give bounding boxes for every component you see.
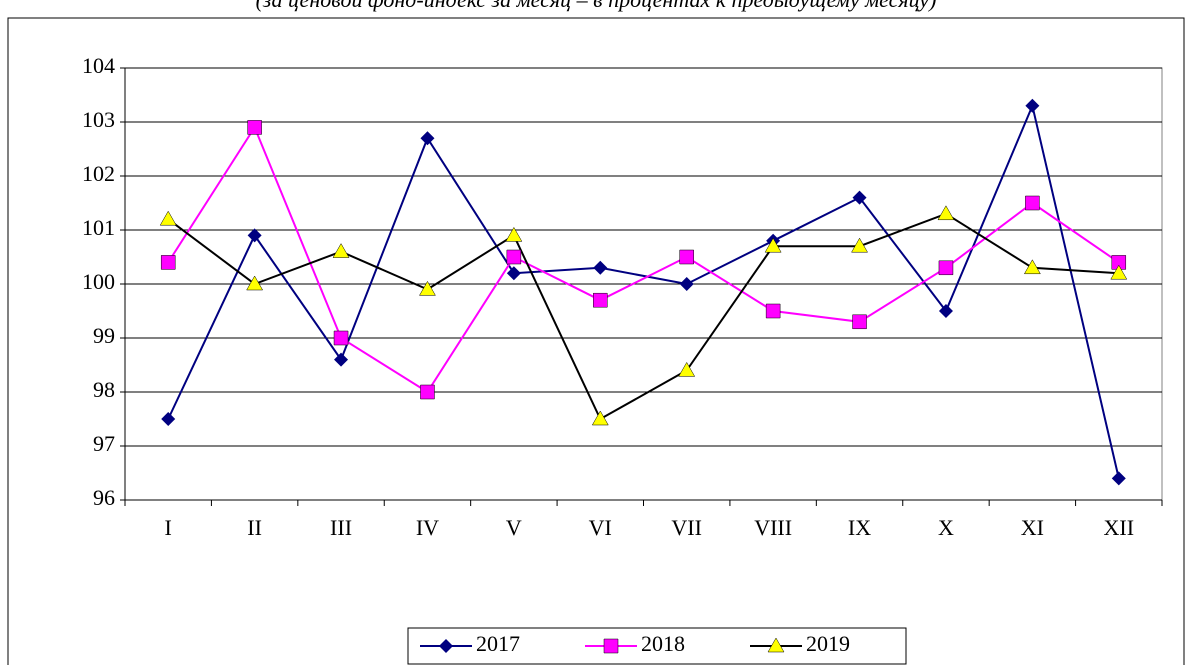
- x-tick-label: IV: [416, 515, 439, 540]
- x-tick-label: III: [330, 515, 352, 540]
- y-tick-label: 96: [93, 485, 115, 510]
- legend-marker: [767, 637, 785, 653]
- y-tick-label: 101: [82, 215, 115, 240]
- x-tick-label: XI: [1021, 515, 1044, 540]
- data-point: [333, 330, 349, 346]
- data-point: [852, 190, 867, 205]
- data-point: [419, 280, 436, 296]
- series-line: [167, 102, 1120, 479]
- x-tick-label: VII: [671, 515, 702, 540]
- data-point: [1110, 264, 1128, 280]
- data-point: [505, 226, 523, 242]
- data-point: [1023, 259, 1041, 275]
- data-point: [764, 237, 782, 253]
- chart-subtitle: (за ценовой фонд-индекс за месяц – в про…: [256, 0, 937, 12]
- data-point: [1025, 195, 1040, 211]
- data-point: [938, 260, 954, 276]
- data-point: [1025, 98, 1040, 113]
- data-point: [593, 292, 608, 308]
- series-line: [167, 125, 1120, 394]
- data-point: [1111, 255, 1127, 270]
- x-tick-label: VIII: [754, 515, 792, 540]
- data-point: [247, 120, 262, 135]
- data-point: [159, 210, 177, 226]
- y-tick-label: 104: [82, 53, 115, 78]
- data-point: [591, 410, 609, 426]
- x-tick-label: IX: [848, 515, 871, 540]
- data-point: [679, 249, 694, 265]
- y-tick-label: 102: [82, 161, 115, 186]
- data-point: [851, 237, 868, 253]
- data-point: [765, 303, 781, 319]
- data-point: [1111, 471, 1126, 486]
- data-point: [506, 266, 521, 281]
- data-point: [420, 384, 435, 400]
- x-tick-label: X: [938, 515, 954, 540]
- data-point: [593, 260, 608, 275]
- x-tick-label: I: [165, 515, 172, 540]
- legend-label: 2018: [641, 631, 685, 656]
- y-tick-label: 97: [93, 431, 115, 456]
- y-tick-label: 98: [93, 377, 115, 402]
- legend-label: 2017: [476, 631, 520, 656]
- y-tick-label: 103: [82, 107, 115, 132]
- legend-marker: [603, 638, 619, 654]
- y-tick-label: 99: [93, 323, 115, 348]
- legend-label: 2019: [806, 631, 850, 656]
- data-point: [938, 304, 953, 318]
- legend-marker: [439, 639, 453, 653]
- series-line: [167, 212, 1119, 421]
- data-point: [161, 412, 176, 426]
- x-tick-label: II: [247, 515, 262, 540]
- y-tick-label: 100: [82, 269, 115, 294]
- x-tick-label: V: [506, 515, 522, 540]
- data-point: [246, 275, 264, 291]
- x-tick-label: XII: [1104, 515, 1135, 540]
- data-point: [334, 352, 349, 367]
- data-point: [332, 243, 350, 258]
- data-point: [420, 131, 435, 146]
- data-point: [937, 205, 955, 221]
- data-point: [160, 255, 176, 270]
- legend-box: [407, 627, 907, 665]
- x-tick-label: VI: [589, 515, 612, 540]
- data-point: [506, 249, 522, 265]
- data-point: [678, 361, 696, 377]
- data-point: [852, 314, 867, 330]
- data-point: [679, 277, 694, 291]
- chart-frame: [7, 17, 1185, 665]
- data-point: [247, 228, 262, 243]
